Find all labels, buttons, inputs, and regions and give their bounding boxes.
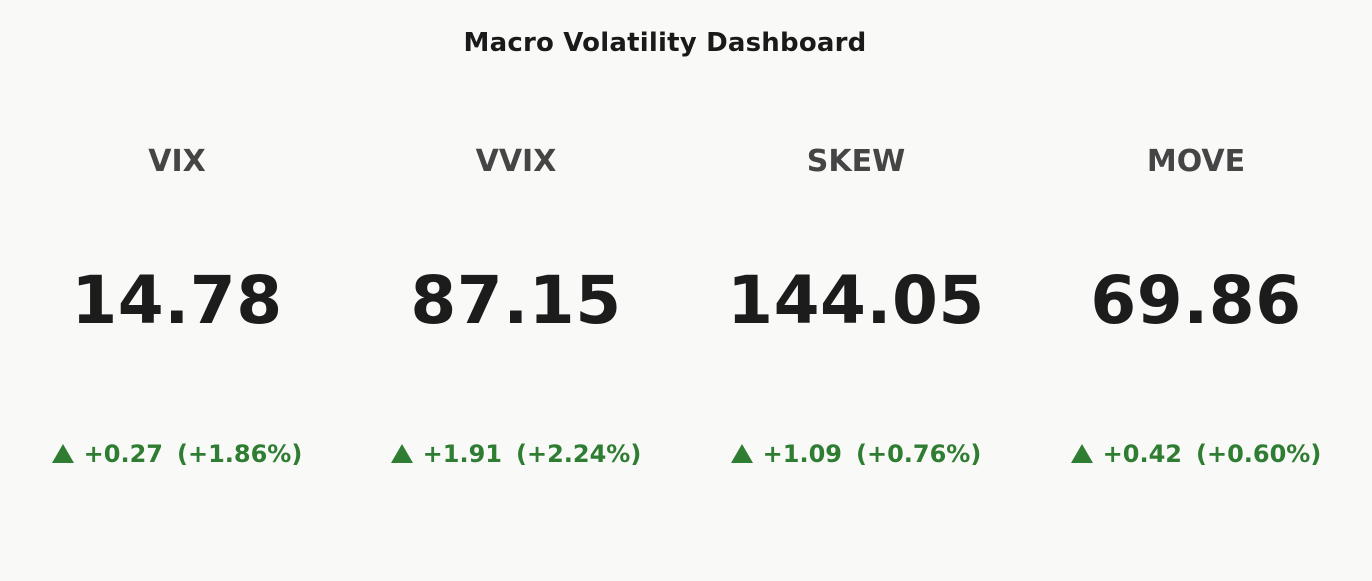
up-arrow-icon: [390, 444, 413, 463]
metric-card-vix: VIX 14.78 +0.27 (+1.86%): [7, 0, 347, 581]
metric-label: MOVE: [1146, 144, 1246, 179]
change-value: +1.09: [762, 440, 842, 468]
metric-change: +1.09 (+0.76%): [686, 440, 1026, 468]
metric-value: 14.78: [71, 262, 283, 339]
change-percent: (+0.60%): [1196, 440, 1322, 468]
metric-change: +0.42 (+0.60%): [1026, 440, 1366, 468]
metric-label: VVIX: [475, 144, 557, 179]
change-percent: (+2.24%): [516, 440, 642, 468]
metric-label: VIX: [148, 144, 206, 179]
metric-value: 69.86: [1090, 262, 1302, 339]
change-value: +0.42: [1102, 440, 1182, 468]
metric-card-move: MOVE 69.86 +0.42 (+0.60%): [1026, 0, 1366, 581]
change-percent: (+0.76%): [856, 440, 982, 468]
dashboard-title: Macro Volatility Dashboard: [463, 28, 867, 58]
change-value: +0.27: [83, 440, 163, 468]
metric-card-vvix: VVIX 87.15 +1.91 (+2.24%): [346, 0, 686, 581]
up-arrow-icon: [1070, 444, 1093, 463]
metric-value: 144.05: [727, 262, 985, 339]
metric-card-skew: SKEW 144.05 +1.09 (+0.76%): [686, 0, 1026, 581]
metric-change: +1.91 (+2.24%): [346, 440, 686, 468]
up-arrow-icon: [730, 444, 753, 463]
up-arrow-icon: [51, 444, 74, 463]
change-value: +1.91: [422, 440, 502, 468]
metric-label: SKEW: [806, 144, 906, 179]
metric-change: +0.27 (+1.86%): [7, 440, 347, 468]
metric-value: 87.15: [410, 262, 622, 339]
change-percent: (+1.86%): [177, 440, 303, 468]
